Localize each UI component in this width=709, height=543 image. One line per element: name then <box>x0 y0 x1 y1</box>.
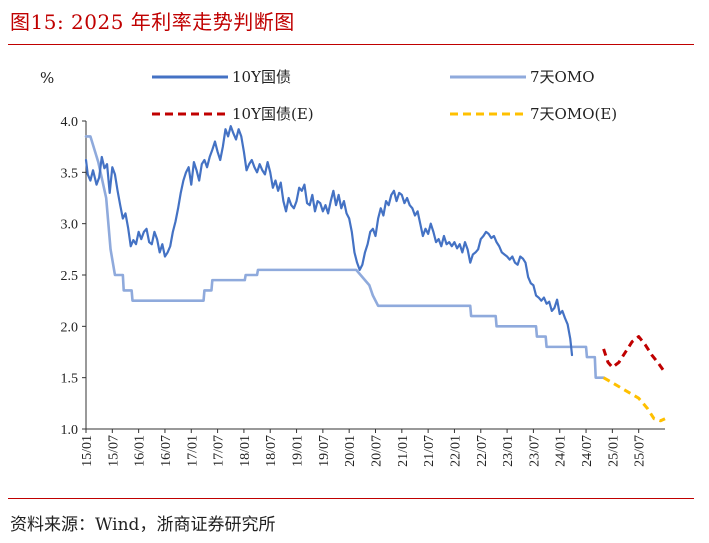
x-tick-label: 16/07 <box>159 435 174 467</box>
x-tick-label: 24/01 <box>554 435 569 467</box>
y-axis-labels: 1.0 1.5 2.0 2.5 3.0 3.5 4.0 <box>61 115 86 438</box>
series-10y-bond-forecast <box>602 335 667 374</box>
x-tick-label: 25/01 <box>606 435 621 467</box>
x-tick-label: 22/07 <box>475 435 490 467</box>
x-tick-label: 17/07 <box>212 435 227 467</box>
x-tick-label: 25/07 <box>633 435 648 467</box>
source-note: 资料来源：Wind，浙商证券研究所 <box>10 515 276 535</box>
y-tick-label: 4.0 <box>61 115 79 130</box>
series-7d-omo <box>84 135 605 379</box>
y-tick-label: 1.5 <box>61 372 79 387</box>
legend: % 10Y国债 7天OMO 10Y国债(E) 7天OMO(E) <box>40 68 617 123</box>
series-7d-omo-forecast <box>602 376 666 423</box>
y-tick-label: 2.0 <box>61 320 79 335</box>
x-tick-label: 20/07 <box>370 435 385 467</box>
x-tick-label: 20/01 <box>343 435 358 467</box>
legend-label-omo-e: 7天OMO(E) <box>530 105 617 123</box>
chart-title: 图15: 2025 年利率走势判断图 <box>10 10 295 34</box>
x-tick-label: 24/07 <box>580 435 595 467</box>
legend-label-omo: 7天OMO <box>530 68 595 86</box>
x-tick-label: 16/01 <box>133 435 148 467</box>
title-rule <box>8 44 694 45</box>
x-tick-label: 19/01 <box>291 435 306 467</box>
series-layer <box>84 125 667 423</box>
y-tick-label: 3.5 <box>61 166 79 181</box>
x-tick-label: 23/07 <box>527 435 542 467</box>
x-tick-label: 18/01 <box>238 435 253 467</box>
legend-label-10y-e: 10Y国债(E) <box>232 105 314 123</box>
x-tick-label: 18/07 <box>264 435 279 467</box>
x-tick-label: 19/07 <box>317 435 332 467</box>
x-tick-label: 23/01 <box>501 435 516 467</box>
x-tick-label: 17/01 <box>185 435 200 467</box>
y-unit-label: % <box>40 69 54 87</box>
x-tick-label: 21/01 <box>396 435 411 467</box>
y-tick-label: 3.0 <box>61 218 79 233</box>
legend-label-10y: 10Y国债 <box>232 68 291 86</box>
plot-frame <box>85 121 665 430</box>
x-tick-label: 21/07 <box>422 435 437 467</box>
x-axis-labels: 15/01 15/07 16/01 16/07 17/01 17/07 18/01 18/07… <box>80 429 648 467</box>
x-tick-label: 15/07 <box>106 435 121 467</box>
x-tick-label: 22/01 <box>448 435 463 467</box>
series-10y-bond <box>84 125 574 357</box>
y-tick-label: 1.0 <box>61 423 79 438</box>
y-tick-label: 2.5 <box>61 269 79 284</box>
x-tick-label: 15/01 <box>80 435 95 467</box>
footer-rule <box>8 498 694 499</box>
